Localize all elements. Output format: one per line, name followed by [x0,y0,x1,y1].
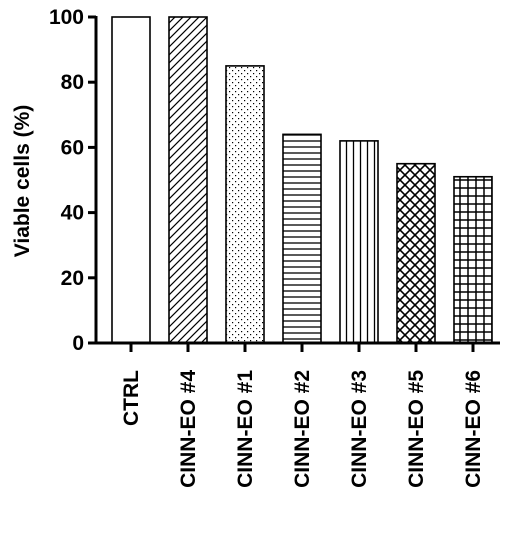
y-axis-title: Viable cells (%) [11,105,34,258]
bar [282,133,322,344]
bar [168,16,208,344]
y-tick-label: 80 [61,71,84,94]
y-tick-label: 100 [49,6,84,29]
y-tick-label: 20 [61,267,84,290]
x-tick-label: CTRL [120,370,143,426]
bar [339,140,379,344]
x-tick-label: CINN-EO #1 [234,370,257,488]
bar [396,162,436,344]
x-tick-label: CINN-EO #5 [405,370,428,488]
bar [111,16,151,344]
y-axis: 0 20 40 60 80 100 [49,6,98,355]
x-axis: CTRL CINN-EO #4 CINN-EO #1 CINN-EO #2 CINN-E… [94,341,500,488]
x-tick-label: CINN-EO #2 [291,370,314,488]
y-tick-label: 40 [61,202,84,225]
x-tick-label: CINN-EO #4 [177,370,200,488]
y-tick-label: 0 [72,332,84,355]
bars-group [111,16,493,344]
y-tick-label: 60 [61,136,84,159]
bar [225,65,265,344]
bar [453,175,493,344]
x-tick-label: CINN-EO #6 [462,370,485,488]
x-tick-label: CINN-EO #3 [348,370,371,488]
